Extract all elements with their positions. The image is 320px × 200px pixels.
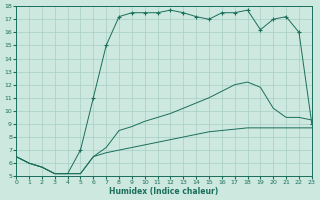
X-axis label: Humidex (Indice chaleur): Humidex (Indice chaleur) [109,187,219,196]
